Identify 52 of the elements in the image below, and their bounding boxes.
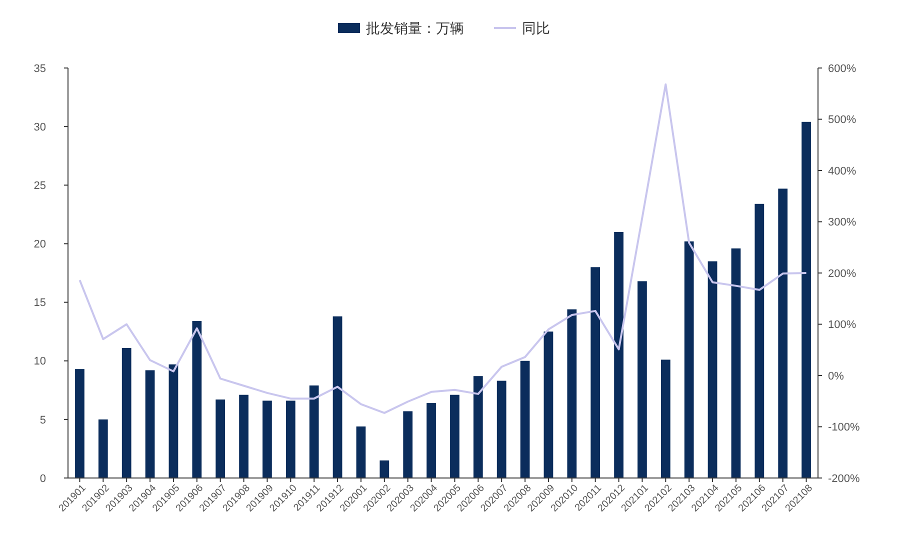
bar (567, 309, 577, 478)
y2-tick-label: -100% (828, 422, 860, 434)
y-tick-label: 20 (34, 238, 46, 251)
legend-label: 同比 (522, 20, 550, 36)
bar (660, 360, 670, 478)
y-tick-label: 30 (34, 121, 46, 134)
bar (380, 460, 390, 478)
y2-tick-label: 600% (828, 62, 856, 75)
bar (754, 204, 764, 478)
y-tick-label: 35 (34, 62, 46, 75)
y2-tick-label: 0% (828, 370, 844, 382)
y-tick-label: 0 (40, 472, 46, 485)
bar (239, 394, 248, 478)
bar (98, 419, 108, 478)
line-series (78, 83, 808, 414)
y2-tick-label: 100% (828, 319, 856, 332)
bar (731, 248, 741, 478)
y2-tick-label: -200% (828, 472, 860, 485)
bar (708, 261, 718, 478)
bar (403, 411, 413, 478)
y2-tick-label: 500% (828, 114, 856, 126)
bar (75, 369, 84, 478)
legend-label: 批发销量：万辆 (366, 20, 464, 36)
y2-tick-label: 400% (828, 165, 856, 178)
y-tick-label: 25 (34, 180, 46, 192)
y-tick-label: 15 (34, 297, 46, 310)
bar (802, 122, 811, 478)
bar (450, 394, 460, 478)
bar (496, 380, 506, 478)
bar (332, 316, 342, 478)
bar (590, 267, 600, 478)
bar (216, 400, 226, 478)
y-tick-label: 5 (40, 414, 46, 426)
bar (168, 364, 178, 478)
bar (356, 426, 366, 478)
bar (520, 360, 530, 478)
bar (638, 281, 647, 478)
bar (145, 370, 155, 478)
bar (473, 376, 483, 478)
bar (614, 232, 624, 478)
bar (192, 321, 202, 478)
bar (426, 403, 436, 478)
y2-tick-label: 300% (828, 216, 856, 229)
bar (262, 400, 272, 478)
bar (544, 332, 554, 478)
y2-tick-label: 200% (828, 268, 856, 280)
bar (778, 188, 788, 478)
bar (684, 241, 694, 478)
bar (286, 400, 296, 478)
y-tick-label: 10 (34, 356, 46, 368)
bar (122, 348, 132, 478)
bar (309, 385, 319, 478)
